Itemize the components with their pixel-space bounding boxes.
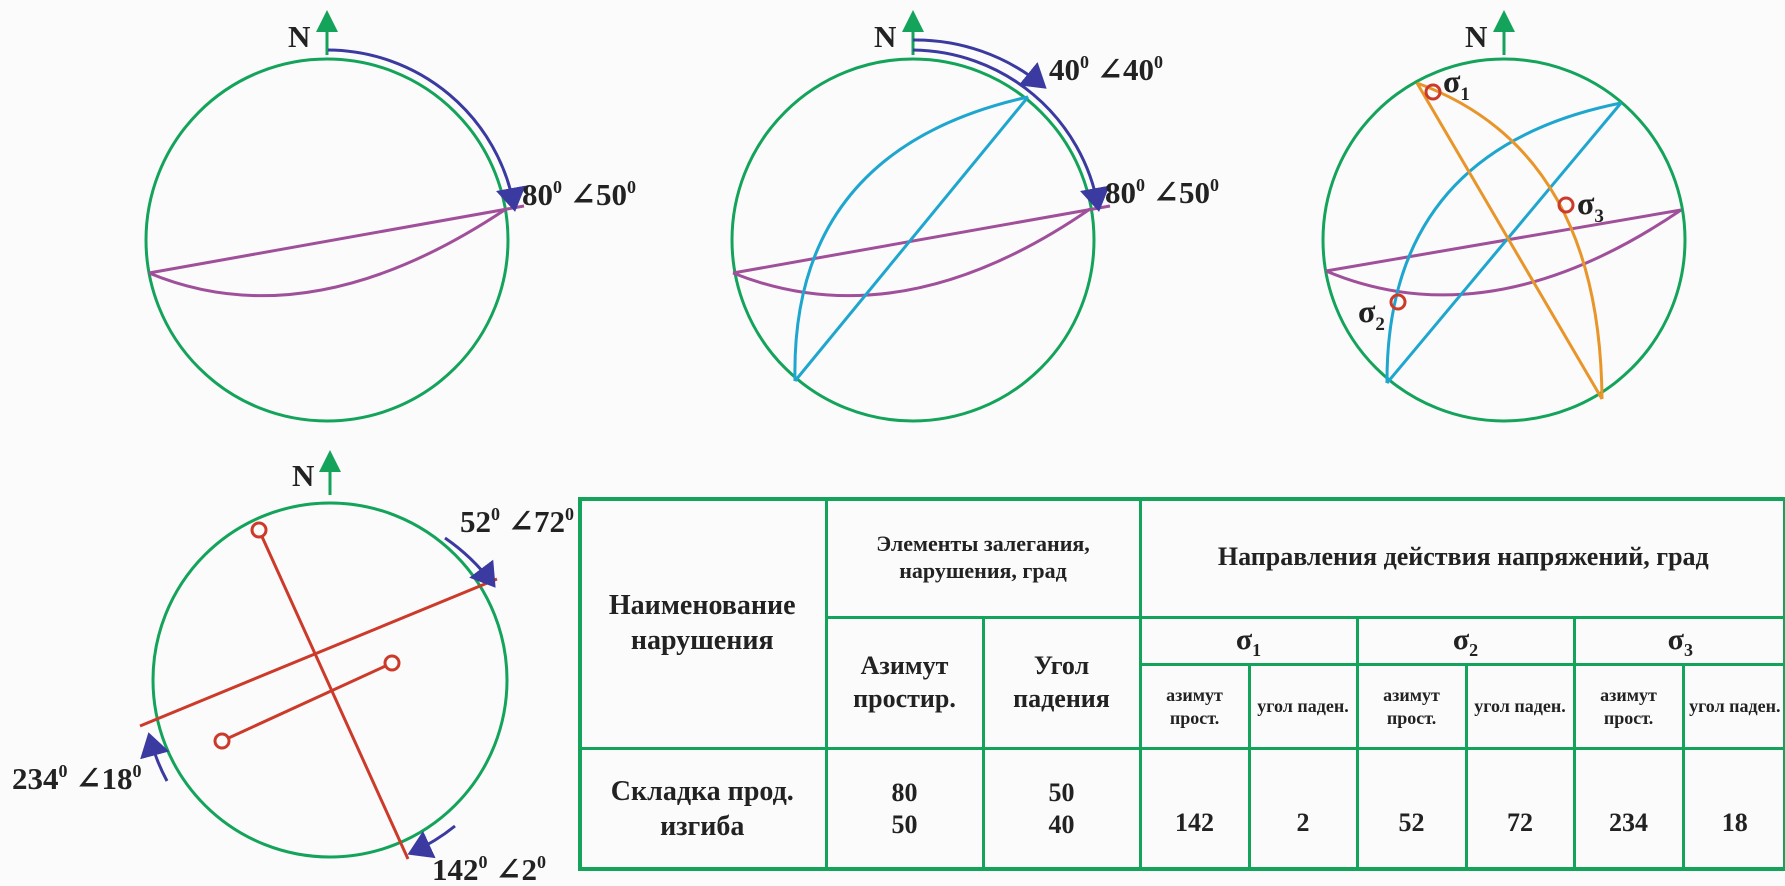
sigma-2-point	[1389, 293, 1407, 311]
header-stress: Направления действия напряжений, град	[1138, 497, 1785, 619]
north-label: N	[288, 19, 310, 54]
header-elements: Элементы залегания, нарушения, град	[824, 497, 1142, 619]
stress-table: Наименование нарушения Элементы залегани…	[577, 497, 1785, 871]
plane-1-label: 800 ∠500	[522, 177, 636, 212]
angle-arrow-142	[407, 824, 456, 859]
row-s2-dip: 72	[1464, 747, 1576, 870]
north-arrow: N	[874, 10, 924, 55]
great-circle-plane	[148, 207, 507, 298]
axis-label-142: 1420 ∠20	[432, 852, 546, 886]
row-s1-azimuth: 142	[1138, 747, 1251, 870]
angle-arrow-2	[912, 38, 1047, 89]
great-circle-plane-1	[1325, 208, 1682, 297]
sub-header-dip: угол паден.	[1247, 663, 1359, 750]
axis-line-142	[257, 529, 410, 860]
axis-line-52	[221, 661, 393, 743]
sigma-3-point	[1557, 196, 1575, 214]
dip-value: 50	[596, 177, 627, 212]
row-dip: 50 40	[981, 747, 1142, 870]
sub-header-dip: угол паден.	[1464, 663, 1576, 750]
sub-header-azimuth: азимут прост.	[1138, 663, 1251, 750]
angle-arrow-52	[444, 536, 496, 588]
header-sigma-2: σ2	[1355, 615, 1576, 666]
axis-line-234	[139, 577, 498, 728]
header-sigma-3: σ3	[1572, 615, 1785, 666]
axis-label-52: 520 ∠720	[460, 504, 574, 539]
pole-point	[250, 521, 268, 539]
plane-2-label: 400 ∠400	[1049, 52, 1163, 87]
row-name: Складка прод. изгиба	[578, 747, 828, 870]
sub-header-azimuth: азимут прост.	[1572, 663, 1685, 750]
sigma-1-label: σ1	[1443, 63, 1470, 105]
north-label: N	[292, 458, 314, 493]
great-circle-plane-2	[1385, 101, 1622, 384]
angle-arrow	[327, 48, 526, 212]
sub-header-azimuth: азимут прост.	[1355, 663, 1468, 750]
sigma-3-label: σ3	[1577, 185, 1604, 227]
great-circle-plane-3	[1416, 81, 1604, 400]
primitive-circle	[1321, 57, 1687, 423]
sigma-1-point	[1424, 83, 1442, 101]
north-arrow: N	[288, 10, 338, 55]
header-dip: Угол падения	[981, 615, 1142, 750]
strike-line-plane-2	[793, 96, 1030, 382]
north-arrow: N	[292, 450, 341, 495]
strike-line-plane-1	[732, 204, 1111, 275]
stereonet-1: N 800 ∠500	[144, 10, 636, 423]
strike-line-plane-1	[1325, 208, 1682, 273]
row-azimuth: 80 50	[824, 747, 985, 870]
axis-label-234: 2340 ∠180	[12, 761, 141, 796]
header-sigma-1: σ1	[1138, 615, 1359, 666]
primitive-circle	[730, 57, 1096, 423]
row-s1-dip: 2	[1247, 747, 1359, 870]
stereonet-4: N 520 ∠720 2340 ∠180 1420 ∠20	[12, 450, 574, 886]
row-s3-azimuth: 234	[1572, 747, 1685, 870]
header-name: Наименование нарушения	[578, 497, 828, 750]
north-label: N	[874, 19, 896, 54]
row-s3-dip: 18	[1681, 747, 1785, 870]
strike-line-plane-2	[1385, 102, 1623, 384]
stereonet-2: N 400 ∠400 800 ∠500	[730, 10, 1219, 423]
pole-point	[383, 654, 401, 672]
north-arrow: N	[1465, 10, 1515, 55]
angle-arrow-1	[912, 48, 1110, 212]
strike-line-plane	[148, 204, 525, 275]
north-label: N	[1465, 19, 1487, 54]
angle-arrow-234	[140, 732, 170, 782]
row-s2-azimuth: 52	[1355, 747, 1468, 870]
strike-line-plane-3	[1415, 82, 1604, 400]
header-azimuth: Азимут простир.	[824, 615, 985, 750]
great-circle-plane-1	[732, 207, 1091, 298]
stereonet-3: N σ1 σ3 σ2	[1321, 10, 1687, 423]
plane-1-label: 800 ∠500	[1105, 175, 1219, 210]
primitive-circle	[151, 501, 509, 859]
sub-header-dip: угол паден.	[1681, 663, 1785, 750]
sigma-2-label: σ2	[1358, 293, 1385, 335]
primitive-circle	[144, 57, 510, 423]
great-circle-plane-2	[793, 95, 1029, 382]
pole-point	[213, 732, 231, 750]
azimuth-value: 80	[522, 177, 553, 212]
